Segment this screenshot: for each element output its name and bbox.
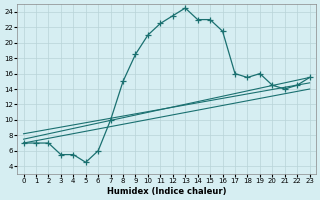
X-axis label: Humidex (Indice chaleur): Humidex (Indice chaleur) [107, 187, 226, 196]
